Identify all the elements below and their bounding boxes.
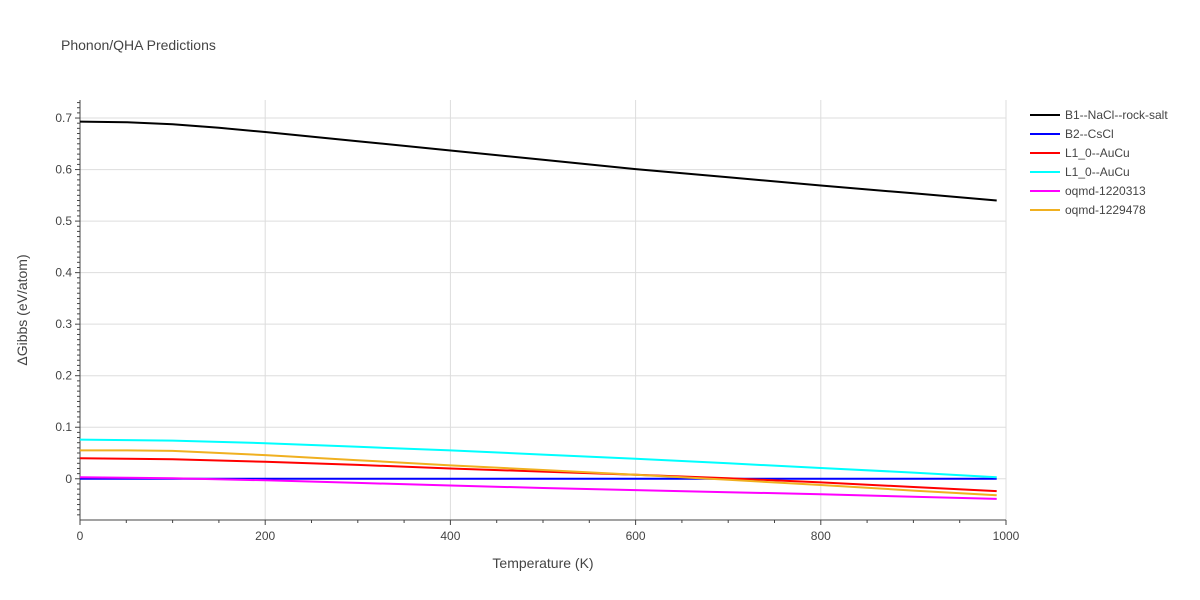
axes: 0 0.1 0.2 0.3 0.4 0.5 0.6 0.7 0 200 400 600 800 1000 xyxy=(55,100,1020,543)
y-tick-label: 0.7 xyxy=(55,111,72,125)
legend: B1--NaCl--rock-salt B2--CsCl L1_0--AuCu L1_… xyxy=(1030,108,1168,217)
legend-label: B2--CsCl xyxy=(1065,127,1114,141)
y-tick-label: 0.4 xyxy=(55,266,72,280)
series-line-6 xyxy=(80,449,997,497)
x-tick-label: 200 xyxy=(255,529,275,543)
y-tick-label: 0.2 xyxy=(55,369,72,383)
legend-label: L1_0--AuCu xyxy=(1065,146,1130,160)
x-tick-label: 0 xyxy=(77,529,84,543)
y-tick-label: 0.3 xyxy=(55,317,72,331)
x-axis-label: Temperature (K) xyxy=(492,555,593,571)
y-tick-label: 0.5 xyxy=(55,214,72,228)
y-tick-label: 0 xyxy=(65,472,72,486)
series-lines xyxy=(79,120,997,500)
legend-label: B1--NaCl--rock-salt xyxy=(1065,108,1168,122)
legend-label: oqmd-1229478 xyxy=(1065,203,1146,217)
y-axis-label: ΔGibbs (eV/atom) xyxy=(14,254,30,365)
x-tick-label: 800 xyxy=(811,529,831,543)
x-tick-label: 1000 xyxy=(993,529,1020,543)
series-line-4 xyxy=(79,438,997,479)
legend-label: L1_0--AuCu xyxy=(1065,165,1130,179)
y-tick-label: 0.1 xyxy=(55,420,72,434)
series-line-1 xyxy=(79,120,997,202)
grid xyxy=(80,100,1007,520)
series-line-5 xyxy=(79,476,997,500)
chart-title: Phonon/QHA Predictions xyxy=(61,37,216,53)
series-line-3 xyxy=(79,457,997,493)
x-tick-label: 600 xyxy=(626,529,646,543)
x-tick-label: 400 xyxy=(440,529,460,543)
y-tick-label: 0.6 xyxy=(55,163,72,177)
legend-label: oqmd-1220313 xyxy=(1065,184,1146,198)
